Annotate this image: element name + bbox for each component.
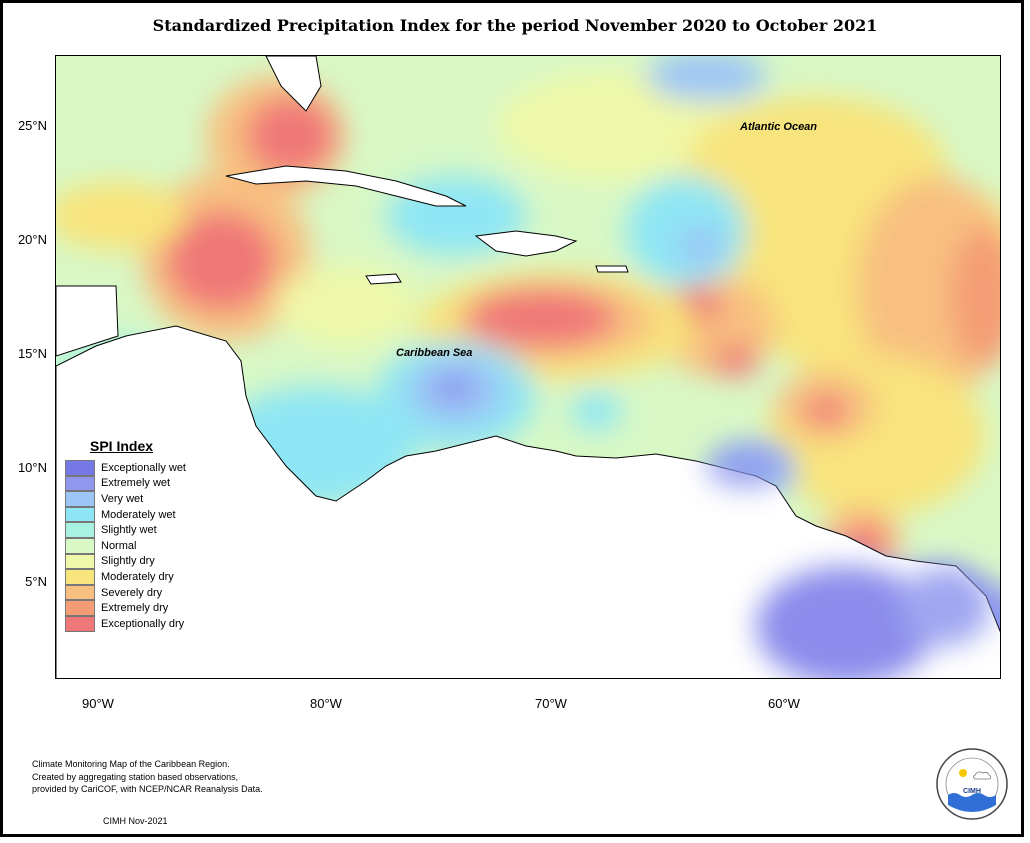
legend-label: Moderately wet (101, 508, 176, 521)
logo-text: CIMH (963, 788, 981, 795)
lon-tick: 70°W (535, 696, 567, 711)
legend-label: Slightly wet (101, 524, 157, 537)
credits: Climate Monitoring Map of the Caribbean … (32, 758, 263, 796)
legend-swatch (65, 600, 95, 616)
legend-swatch (65, 569, 95, 585)
legend-swatch (65, 475, 95, 492)
legend-item: Moderately wet (65, 506, 186, 523)
lat-tick: 15°N (17, 346, 47, 361)
land-masses (56, 56, 1000, 678)
legend-item: Extremely dry (65, 600, 186, 616)
legend-label: Extremely dry (101, 602, 169, 615)
spi-map[interactable]: Atlantic Ocean Caribbean Sea (55, 55, 1001, 679)
legend-swatch (65, 553, 95, 570)
lat-tick: 10°N (17, 460, 47, 475)
yucatan-landmass (56, 285, 119, 357)
legend-item: Exceptionally wet (65, 460, 186, 476)
water-icon (948, 793, 996, 812)
legend-swatch (65, 491, 95, 507)
legend-label: Normal (101, 539, 137, 552)
legend-swatch (65, 522, 95, 538)
legend-item: Slightly wet (65, 522, 186, 538)
lat-tick: 20°N (17, 232, 47, 247)
south-central-america-landmass (56, 325, 1000, 678)
cimh-logo: CIMH (936, 748, 1008, 820)
caribbean-sea-label: Caribbean Sea (396, 347, 473, 359)
lon-tick: 80°W (310, 696, 342, 711)
legend-items: Exceptionally wet Extremely wet Very wet Mo… (65, 460, 186, 632)
legend-label: Exceptionally dry (101, 617, 185, 630)
legend-label: Very wet (101, 492, 144, 505)
legend-label: Extremely wet (101, 477, 171, 490)
puerto-rico-landmass (595, 265, 629, 273)
legend-label: Moderately dry (101, 570, 174, 583)
legend-item: Exceptionally dry (65, 615, 186, 632)
legend-label: Slightly dry (101, 555, 155, 568)
hispaniola-landmass (474, 230, 578, 257)
jamaica-landmass (365, 273, 402, 285)
cloud-icon (973, 771, 992, 780)
cuba-landmass (225, 165, 467, 207)
spi-legend: SPI Index Exceptionally wet Extremely wet… (65, 438, 186, 632)
legend-item: Slightly dry (65, 553, 186, 570)
legend-label: Severely dry (101, 586, 163, 599)
lat-tick: 25°N (17, 118, 47, 133)
legend-swatch (65, 537, 95, 554)
legend-swatch (65, 460, 95, 476)
credit-line: Climate Monitoring Map of the Caribbean … (32, 759, 230, 769)
florida-landmass (265, 56, 322, 112)
credit-line: provided by CariCOF, with NCEP/NCAR Rean… (32, 784, 263, 794)
legend-item: Severely dry (65, 584, 186, 601)
legend-item: Extremely wet (65, 475, 186, 492)
legend-item: Moderately dry (65, 569, 186, 585)
lon-tick: 90°W (82, 696, 114, 711)
credit-line: Created by aggregating station based obs… (32, 771, 239, 782)
lat-tick: 5°N (25, 574, 47, 589)
lon-tick: 60°W (768, 696, 800, 711)
issue-date: CIMH Nov-2021 (103, 816, 168, 826)
legend-item: Normal (65, 537, 186, 554)
legend-swatch (65, 584, 95, 601)
legend-label: Exceptionally wet (101, 461, 186, 474)
atlantic-ocean-label: Atlantic Ocean (740, 121, 818, 133)
legend-swatch (65, 506, 95, 523)
legend-title: SPI Index (90, 438, 154, 454)
legend-swatch (65, 615, 95, 632)
spi-field (56, 56, 1000, 678)
sun-icon (959, 769, 967, 777)
map-title: Standardized Precipitation Index for the… (152, 16, 878, 35)
legend-item: Very wet (65, 491, 186, 507)
